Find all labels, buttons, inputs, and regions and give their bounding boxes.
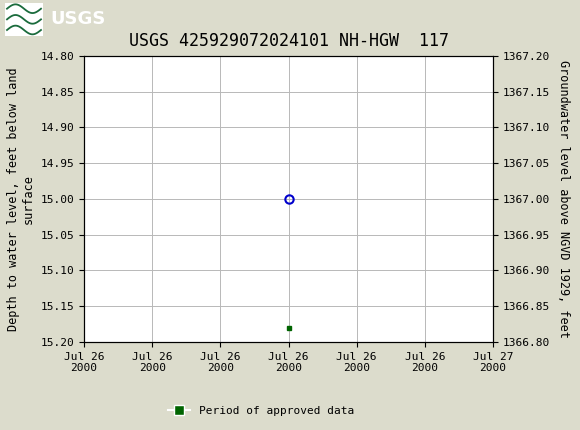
Y-axis label: Depth to water level, feet below land
surface: Depth to water level, feet below land su… — [7, 67, 35, 331]
Bar — [5, 3, 43, 36]
Title: USGS 425929072024101 NH-HGW  117: USGS 425929072024101 NH-HGW 117 — [129, 32, 448, 50]
Text: USGS: USGS — [50, 10, 106, 28]
Y-axis label: Groundwater level above NGVD 1929, feet: Groundwater level above NGVD 1929, feet — [557, 60, 570, 338]
Legend: Period of approved data: Period of approved data — [164, 401, 358, 420]
